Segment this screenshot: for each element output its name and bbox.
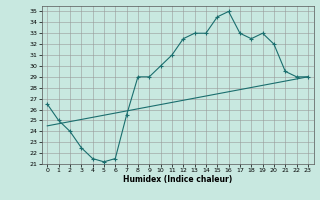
- X-axis label: Humidex (Indice chaleur): Humidex (Indice chaleur): [123, 175, 232, 184]
